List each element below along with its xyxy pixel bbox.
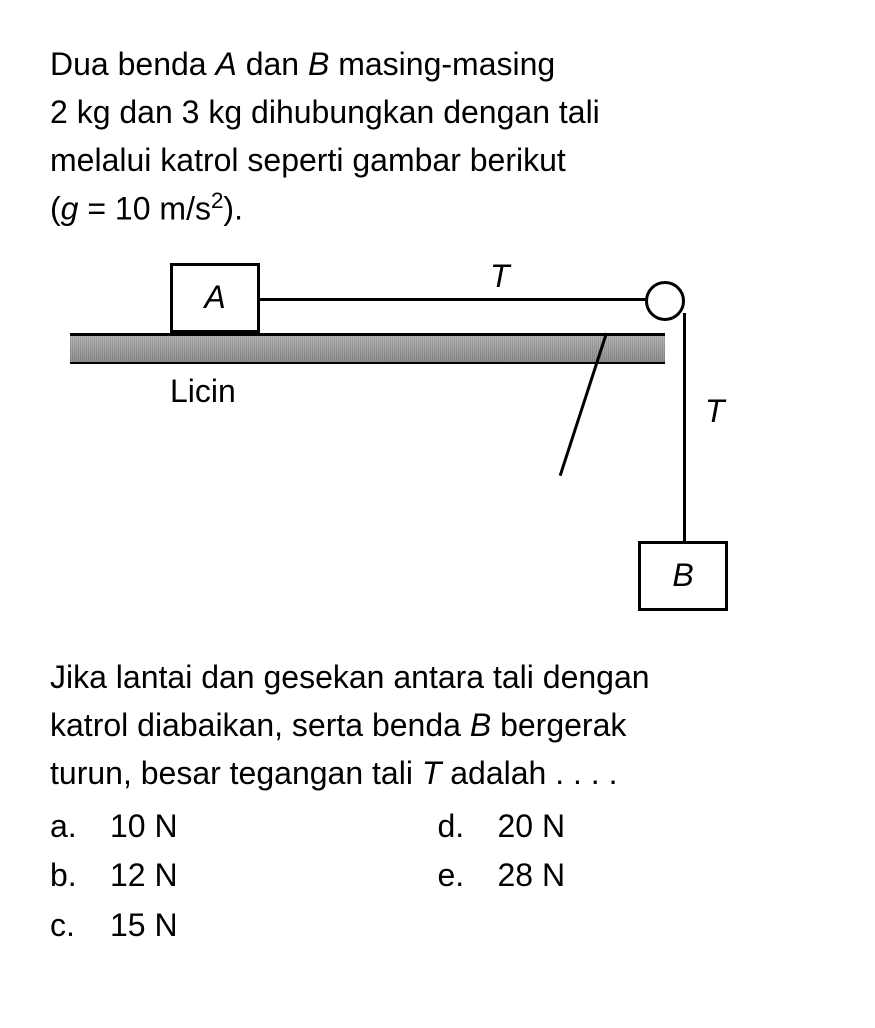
block-b-label: B: [672, 557, 693, 594]
q2-text: turun, besar tegangan tali: [50, 755, 422, 791]
option-letter: a.: [50, 802, 80, 852]
pulley-icon: [645, 281, 685, 321]
q2-text: Jika lantai dan gesekan antara tali deng…: [50, 659, 650, 695]
option-value: 10 N: [110, 802, 178, 852]
q2-text: katrol diabaikan, serta benda: [50, 707, 470, 743]
q-text: dan: [237, 46, 308, 82]
q-text: (: [50, 191, 61, 227]
q-text: Dua benda: [50, 46, 215, 82]
tension-label-top: T: [490, 258, 510, 295]
q2-text: bergerak: [491, 707, 626, 743]
option-c: c. 15 N: [50, 901, 438, 951]
block-a-label: A: [204, 279, 225, 316]
option-d: d. 20 N: [438, 802, 826, 852]
var-b: B: [308, 46, 329, 82]
q-text: melalui katrol seperti gambar berikut: [50, 142, 566, 178]
var-a: A: [215, 46, 236, 82]
block-a: A: [170, 263, 260, 333]
surface-hatching: [70, 336, 665, 364]
option-value: 12 N: [110, 851, 178, 901]
exponent: 2: [211, 188, 223, 213]
var-g: g: [61, 191, 79, 227]
rope-vertical: [683, 313, 686, 543]
surface-label: Licin: [170, 373, 236, 410]
option-value: 28 N: [498, 851, 566, 901]
physics-diagram: A T Licin T B: [50, 253, 825, 633]
option-value: 20 N: [498, 802, 566, 852]
rope-horizontal: [260, 298, 660, 301]
q2-text: adalah . . . .: [441, 755, 617, 791]
q-text: ).: [223, 191, 243, 227]
option-letter: d.: [438, 802, 468, 852]
option-value: 15 N: [110, 901, 178, 951]
q-text: masing-masing: [329, 46, 555, 82]
option-b: b. 12 N: [50, 851, 438, 901]
question-paragraph-2: Jika lantai dan gesekan antara tali deng…: [50, 653, 825, 797]
answer-options: a. 10 N b. 12 N c. 15 N d. 20 N e. 28 N: [50, 802, 825, 951]
var-t: T: [422, 755, 442, 791]
surface-line: [70, 333, 665, 336]
q-text: = 10 m/s: [78, 191, 211, 227]
q-text: 2 kg dan 3 kg dihubungkan dengan tali: [50, 94, 600, 130]
option-letter: b.: [50, 851, 80, 901]
option-letter: e.: [438, 851, 468, 901]
option-letter: c.: [50, 901, 80, 951]
question-paragraph-1: Dua benda A dan B masing-masing 2 kg dan…: [50, 40, 825, 233]
block-b: B: [638, 541, 728, 611]
var-b: B: [470, 707, 491, 743]
option-e: e. 28 N: [438, 851, 826, 901]
option-a: a. 10 N: [50, 802, 438, 852]
tension-label-side: T: [705, 393, 725, 430]
